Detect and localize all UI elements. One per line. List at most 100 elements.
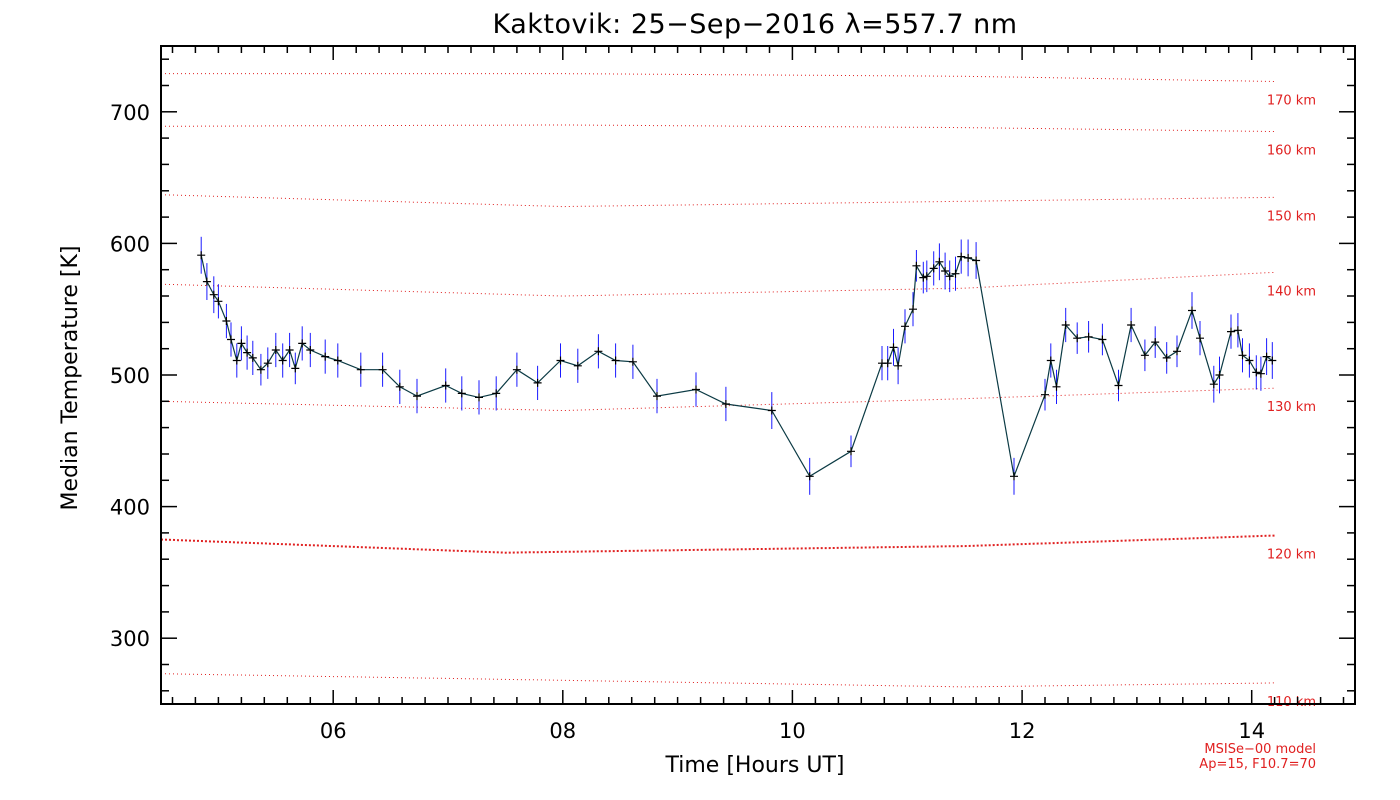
data-point — [378, 365, 387, 374]
data-point — [263, 359, 272, 368]
y-tick-label: 600 — [110, 232, 150, 256]
data-point — [964, 253, 973, 262]
data-point — [475, 393, 483, 402]
data-point — [883, 359, 892, 368]
data-point — [1010, 472, 1018, 481]
data-point — [256, 365, 265, 374]
altitude-label: 160 km — [1267, 144, 1316, 159]
data-point — [1188, 306, 1196, 315]
data-point — [243, 348, 252, 357]
data-point — [1215, 371, 1224, 379]
data-point — [457, 389, 466, 398]
data-point — [957, 252, 966, 261]
data-point — [237, 339, 246, 348]
model-curve — [160, 534, 1275, 554]
data-point — [556, 356, 565, 365]
data-point — [951, 269, 960, 278]
model-curve — [160, 271, 1275, 297]
data-point — [901, 322, 909, 331]
x-tick-label: 12 — [1009, 719, 1036, 743]
data-point — [935, 257, 944, 266]
model-curves: 110 km 120 km 130 km 140 km 150 km 160 km 170 … — [160, 73, 1316, 710]
data-point — [1151, 338, 1160, 347]
model-curve — [161, 73, 1275, 82]
data-point — [919, 273, 928, 282]
data-point — [395, 382, 404, 391]
altitude-label: 110 km — [1267, 695, 1316, 710]
data-point — [232, 356, 241, 365]
data-point — [291, 364, 300, 373]
data-point — [1127, 321, 1136, 329]
data-point — [628, 357, 637, 366]
data-point — [805, 472, 814, 481]
data-point — [441, 381, 450, 390]
data-point — [922, 272, 931, 281]
data-point — [1162, 353, 1171, 362]
data-point — [278, 356, 287, 365]
data-point — [413, 392, 421, 401]
data-point — [929, 264, 938, 273]
axis-ticks: 06 08 10 12 14 300 400 500 600 700 — [110, 46, 1355, 743]
data-point — [1245, 356, 1254, 365]
data-point — [512, 365, 521, 374]
data-point — [1268, 356, 1277, 365]
data-point — [972, 256, 981, 265]
data-point — [214, 297, 223, 306]
data-point — [1098, 335, 1107, 344]
data-point — [333, 356, 342, 365]
data-point — [941, 267, 950, 275]
data-point — [889, 343, 898, 352]
data-point — [1233, 326, 1242, 335]
chart-title: Kaktovik: 25−Sep−2016 λ=557.7 nm — [493, 9, 1018, 40]
data-point — [1084, 332, 1093, 341]
data-point — [321, 352, 330, 361]
data-point — [1238, 351, 1247, 360]
data-point — [1209, 380, 1218, 389]
data-point — [1256, 369, 1265, 378]
data-point — [285, 346, 294, 354]
data-point — [492, 389, 501, 398]
data-point — [222, 317, 231, 325]
model-curve — [161, 124, 1275, 132]
y-axis-label: Median Temperature [K] — [58, 246, 83, 511]
x-tick-label: 06 — [320, 719, 347, 743]
data-point — [298, 339, 307, 348]
x-tick-label: 10 — [779, 719, 806, 743]
data-point — [1073, 334, 1082, 343]
model-note-line1: MSISe−00 model — [1204, 742, 1316, 757]
data-point — [594, 347, 603, 356]
data-point — [1196, 334, 1204, 343]
data-point — [271, 346, 280, 354]
data-point — [1046, 356, 1055, 365]
y-tick-label: 700 — [110, 101, 150, 125]
data-point — [197, 251, 206, 260]
data-point — [847, 447, 855, 456]
model-curve — [160, 387, 1275, 412]
data-point — [721, 400, 730, 408]
y-tick-label: 400 — [110, 496, 150, 520]
altitude-label: 120 km — [1267, 548, 1316, 563]
altitude-label: 140 km — [1267, 284, 1316, 299]
data-point — [894, 361, 903, 370]
x-tick-label: 08 — [549, 719, 576, 743]
data-point — [202, 277, 211, 286]
x-axis-label: Time [Hours UT] — [665, 753, 845, 778]
data-point — [1061, 321, 1070, 329]
data-point — [1041, 390, 1049, 399]
data-point — [692, 385, 700, 394]
plot-frame — [160, 45, 1356, 705]
data-point — [909, 305, 917, 314]
data-point — [1140, 351, 1149, 360]
data-point — [912, 261, 921, 270]
model-note-line2: Ap=15, F10.7=70 — [1199, 757, 1316, 772]
data-point — [1252, 368, 1261, 377]
data-point — [1262, 352, 1271, 361]
data-point — [1114, 381, 1123, 390]
data-point — [573, 361, 582, 370]
altitude-label: 150 km — [1267, 209, 1316, 224]
data-point — [533, 378, 542, 387]
data-point — [611, 356, 620, 365]
data-point — [1227, 327, 1235, 336]
temperature-line — [200, 255, 1273, 479]
